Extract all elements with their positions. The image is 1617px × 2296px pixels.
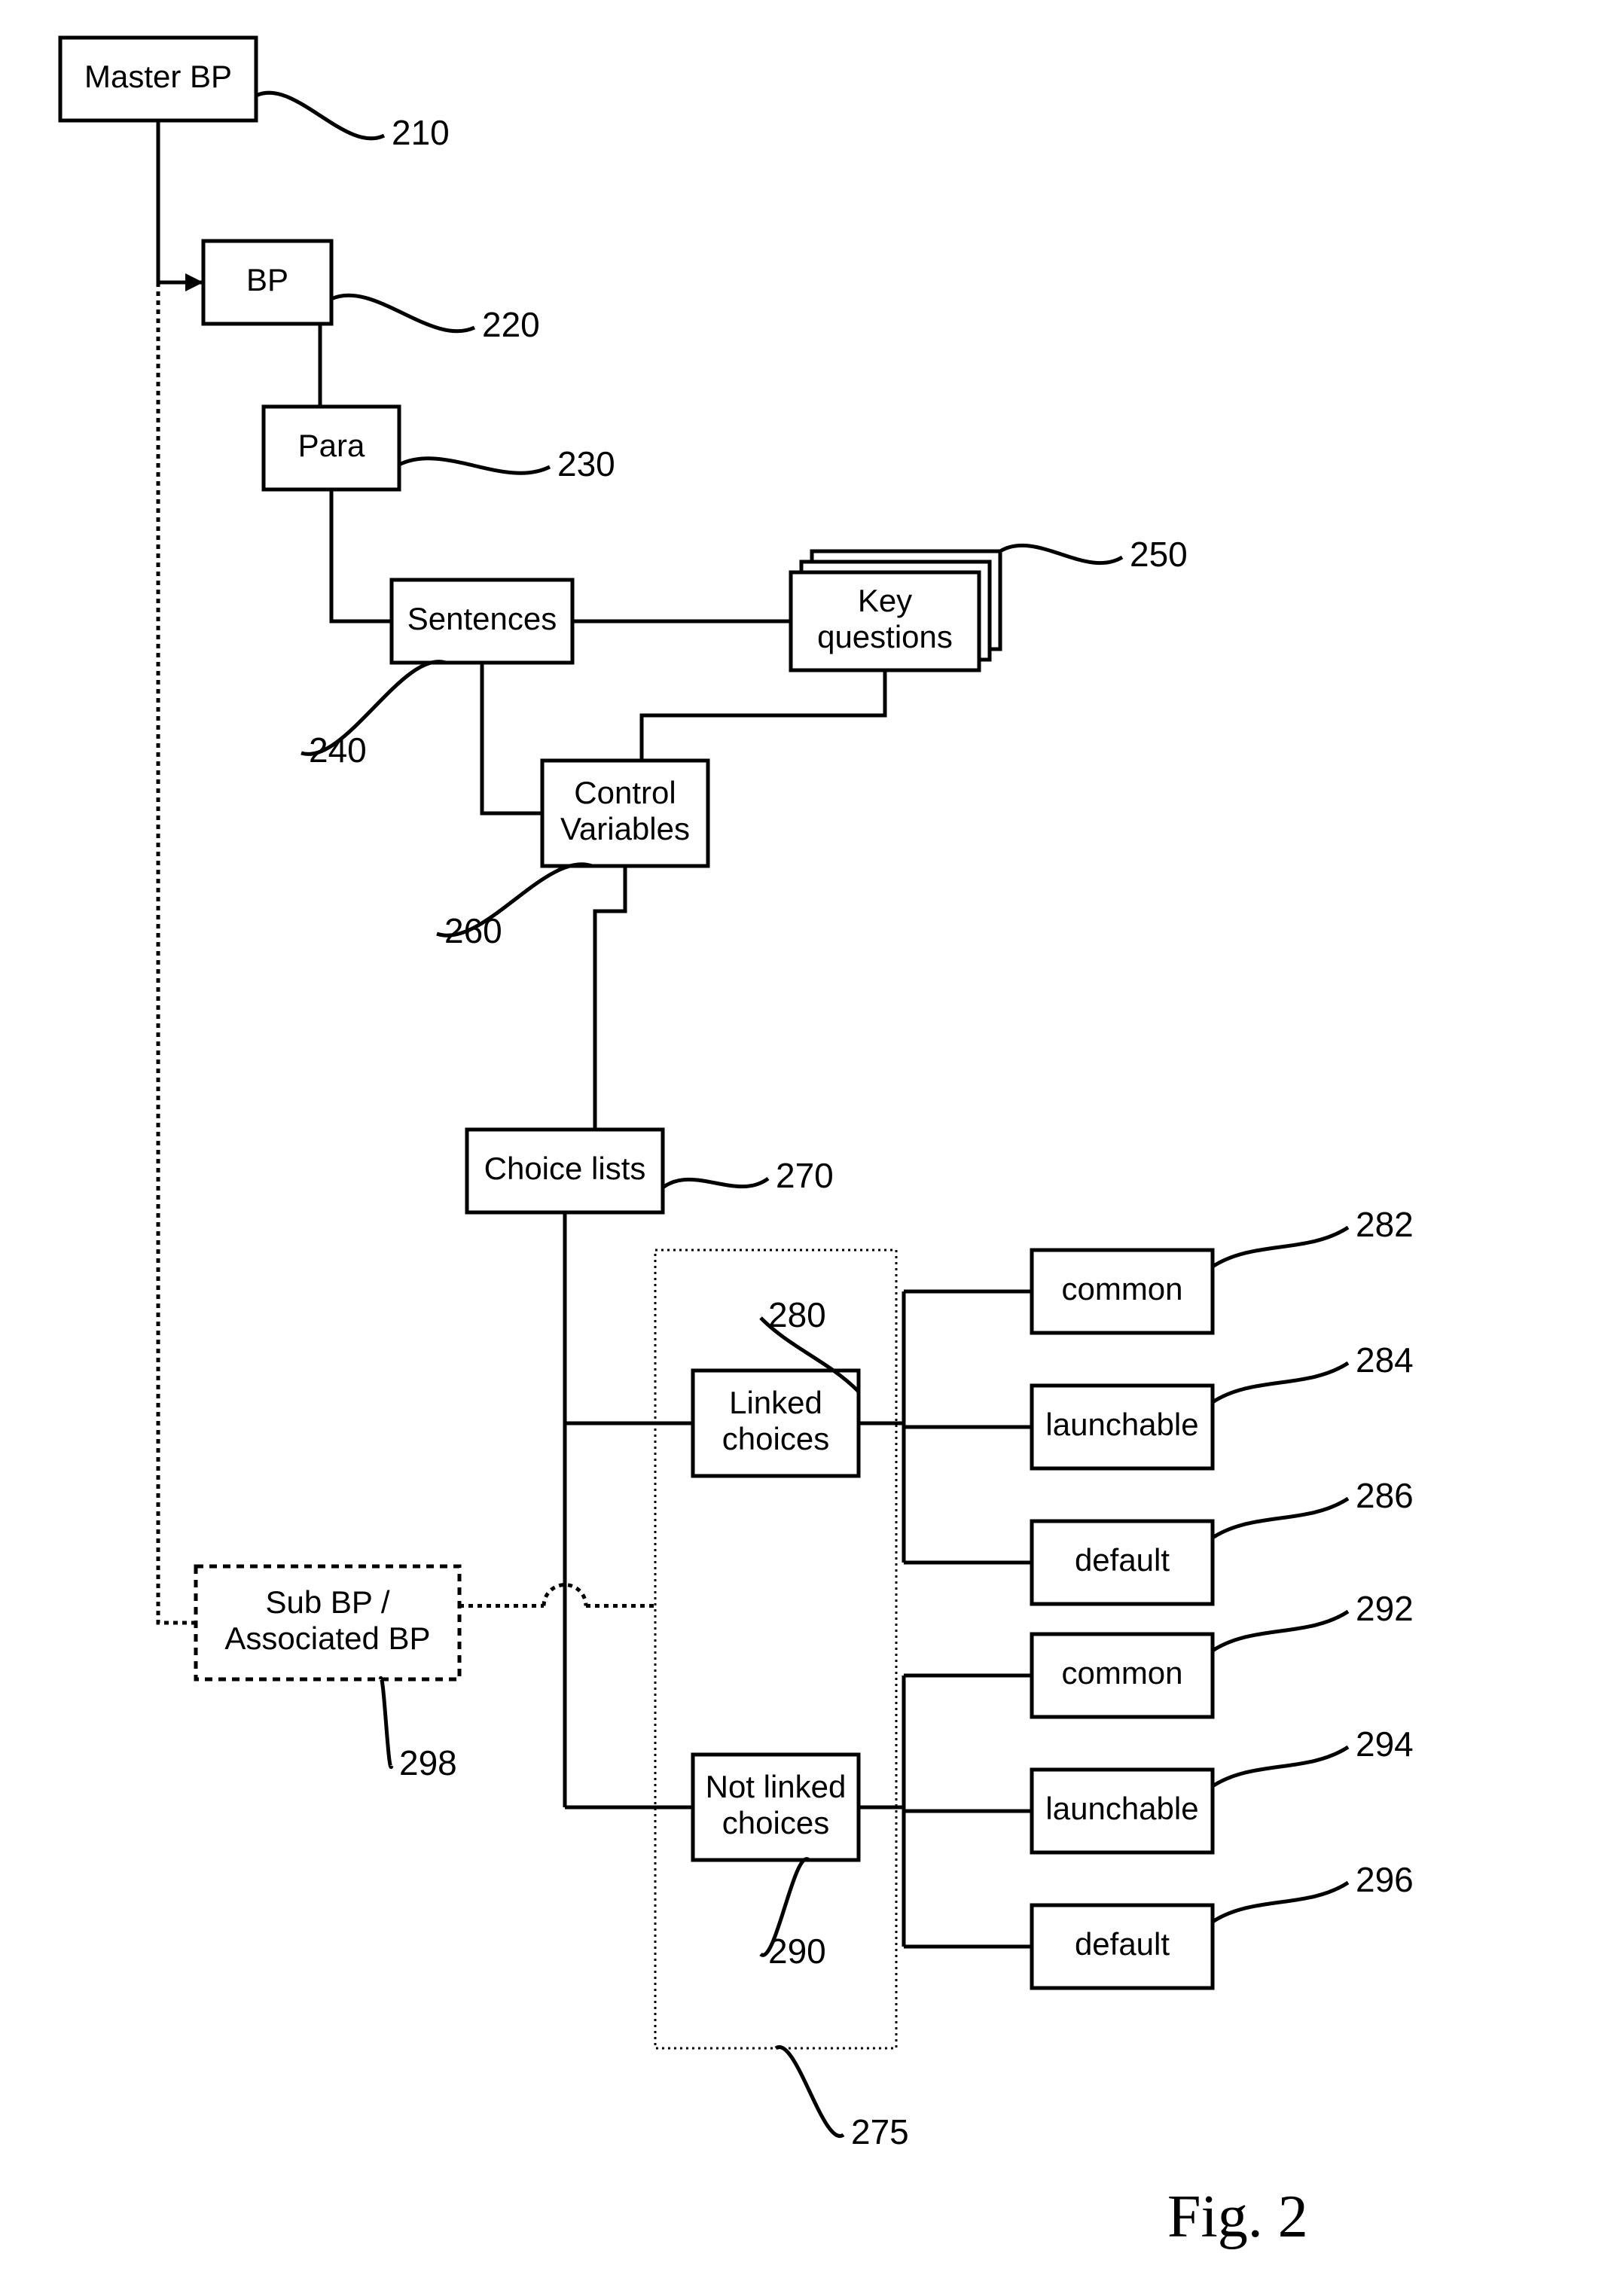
- ref-label: 220: [482, 305, 540, 344]
- node-label: Key: [858, 583, 912, 618]
- node-notlinked: Not linkedchoices: [693, 1755, 859, 1860]
- diagram-canvas: Master BP BP Para Sentences Keyquestions Cont…: [0, 0, 1617, 2296]
- ref-label: 290: [768, 1932, 826, 1971]
- node-control: ControlVariables: [542, 761, 708, 866]
- node-label: choices: [722, 1805, 829, 1840]
- node-label: default: [1075, 1926, 1170, 1962]
- ref-label: 282: [1356, 1205, 1414, 1244]
- node-linked: Linkedchoices: [693, 1371, 859, 1476]
- node-label: Master BP: [84, 59, 232, 94]
- node-common2: common: [1032, 1634, 1213, 1717]
- ref-label: 280: [768, 1295, 826, 1334]
- node-para: Para: [264, 407, 399, 489]
- ref-label: 240: [309, 730, 367, 770]
- node-label: default: [1075, 1542, 1170, 1578]
- node-label: launchable: [1045, 1791, 1198, 1826]
- node-master_bp: Master BP: [60, 38, 256, 120]
- ref-label: 292: [1356, 1589, 1414, 1628]
- node-label: Variables: [560, 811, 690, 846]
- ref-label: 230: [557, 444, 615, 483]
- node-sentences: Sentences: [392, 580, 572, 663]
- ref-label: 275: [851, 2112, 909, 2151]
- node-label: choices: [722, 1421, 829, 1456]
- node-launch1: launchable: [1032, 1386, 1213, 1468]
- node-label: launchable: [1045, 1407, 1198, 1442]
- node-label: BP: [246, 262, 288, 297]
- ref-label: 286: [1356, 1476, 1414, 1515]
- figure-label: Fig. 2: [1167, 2184, 1308, 2250]
- node-label: questions: [817, 619, 953, 654]
- node-label: common: [1061, 1271, 1182, 1307]
- node-launch2: launchable: [1032, 1770, 1213, 1852]
- ref-label: 296: [1356, 1860, 1414, 1899]
- node-label: Linked: [729, 1385, 822, 1420]
- node-label: Control: [574, 775, 676, 810]
- node-sub_bp: Sub BP /Associated BP: [196, 1566, 459, 1679]
- node-label: Sub BP /: [265, 1584, 389, 1620]
- ref-label: 260: [444, 911, 502, 950]
- ref-label: 250: [1130, 535, 1188, 574]
- node-default2: default: [1032, 1905, 1213, 1988]
- node-common1: common: [1032, 1250, 1213, 1333]
- ref-label: 298: [399, 1743, 457, 1782]
- node-label: common: [1061, 1655, 1182, 1691]
- node-bp: BP: [203, 241, 331, 324]
- node-label: Associated BP: [224, 1621, 430, 1656]
- node-label: Choice lists: [484, 1151, 646, 1186]
- node-key_q: Keyquestions: [791, 551, 1000, 670]
- node-choice: Choice lists: [467, 1130, 663, 1212]
- ref-label: 284: [1356, 1340, 1414, 1380]
- ref-label: 294: [1356, 1724, 1414, 1764]
- ref-label: 270: [776, 1156, 834, 1195]
- ref-label: 210: [392, 113, 450, 152]
- node-label: Para: [298, 428, 365, 463]
- node-label: Sentences: [407, 601, 557, 636]
- node-default1: default: [1032, 1521, 1213, 1604]
- node-label: Not linked: [706, 1769, 847, 1804]
